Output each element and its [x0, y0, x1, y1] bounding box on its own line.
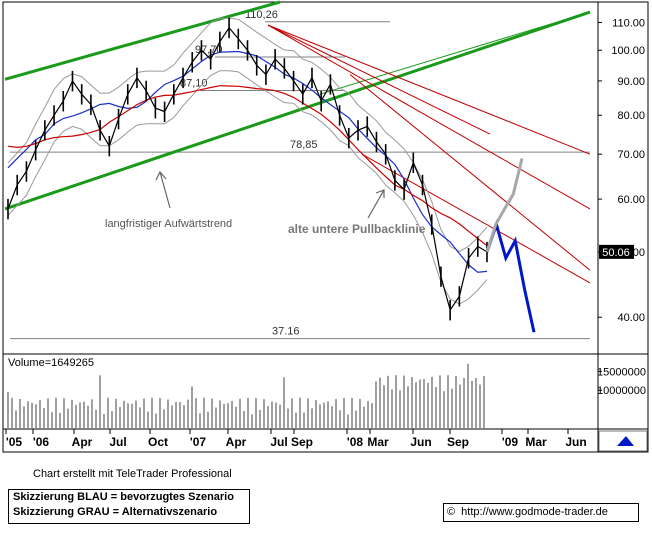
annotation-arrow [155, 170, 171, 209]
legend-blue-scenario: Skizzierung BLAU = bevorzugtes Szenario [13, 491, 234, 503]
price-tick-label: 110.00 [612, 17, 645, 29]
trend-channel-lower [4, 10, 591, 211]
price-level-label: 37.16 [272, 326, 300, 338]
price-tick-label: 90.00 [617, 76, 645, 88]
scenario-legend: Skizzierung BLAU = bevorzugtes Szenario … [8, 489, 250, 524]
date-tick-label: Jun [410, 435, 431, 449]
date-tick-label: '07 [190, 435, 207, 449]
resistance-line [349, 74, 591, 271]
date-tick-label: Sep [291, 435, 313, 449]
triangle-icon [617, 436, 634, 446]
date-tick-label: Jul [270, 435, 287, 449]
source-box[interactable]: © http://www.godmode-trader.de [443, 503, 639, 522]
copyright-icon: © [447, 506, 456, 518]
bollinger-upper [7, 17, 488, 252]
price-level-label: 110,26 [245, 9, 278, 21]
resistance-line [267, 24, 491, 135]
price-tick-label: 60.00 [617, 194, 645, 206]
date-tick-label: '06 [33, 435, 50, 449]
date-tick-label: '08 [347, 435, 364, 449]
current-price-label: 50.06 [602, 247, 630, 259]
resistance-line [267, 24, 591, 155]
price-tick-label: 40.00 [617, 312, 645, 324]
bollinger-lower [7, 70, 488, 305]
volume-label: Volume=1649265 [8, 357, 94, 369]
price-tick-label: 70.00 [617, 149, 645, 161]
date-tick-label: Mar [367, 435, 389, 449]
resistance-line [361, 153, 591, 284]
date-tick-label: '05 [6, 435, 23, 449]
chart-annotation: langfristiger Aufwärtstrend [105, 218, 232, 230]
date-tick-label: Sep [447, 435, 469, 449]
price-tick-label: 100.00 [611, 45, 645, 57]
date-tick-label: Apr [226, 435, 247, 449]
date-tick-label: Jul [109, 435, 126, 449]
annotation-arrow [367, 189, 385, 219]
date-tick-label: Apr [72, 435, 93, 449]
trend-channel-upper [4, 0, 281, 81]
price-level-label: 97,70 [195, 44, 223, 56]
date-tick-label: Jun [565, 435, 586, 449]
moving-average-long [7, 85, 488, 247]
price-line [7, 26, 488, 312]
scenario-grey [485, 157, 524, 253]
chart-frame [2, 1, 649, 453]
price-tick-label: 80.00 [617, 110, 645, 122]
chart-credit: Chart erstellt mit TeleTrader Profession… [33, 468, 232, 480]
resistance-line [267, 24, 591, 210]
price-level-label: 78,85 [290, 139, 318, 151]
chart-annotation: alte untere Pullbacklinie [288, 222, 426, 236]
date-tick-label: Oct [148, 435, 168, 449]
legend-grey-scenario: Skizzierung GRAU = Alternativszenario [13, 506, 218, 518]
volume-tick-label: 15000000 [597, 366, 646, 378]
current-price-tag [599, 244, 634, 259]
date-tick-label: Mar [525, 435, 547, 449]
date-tick-label: '09 [502, 435, 519, 449]
source-url[interactable]: http://www.godmode-trader.de [461, 506, 608, 518]
volume-tick-label: 10000000 [597, 385, 646, 397]
price-chart: 40.0050.0060.0070.0080.0090.00100.00110.… [2, 0, 649, 453]
